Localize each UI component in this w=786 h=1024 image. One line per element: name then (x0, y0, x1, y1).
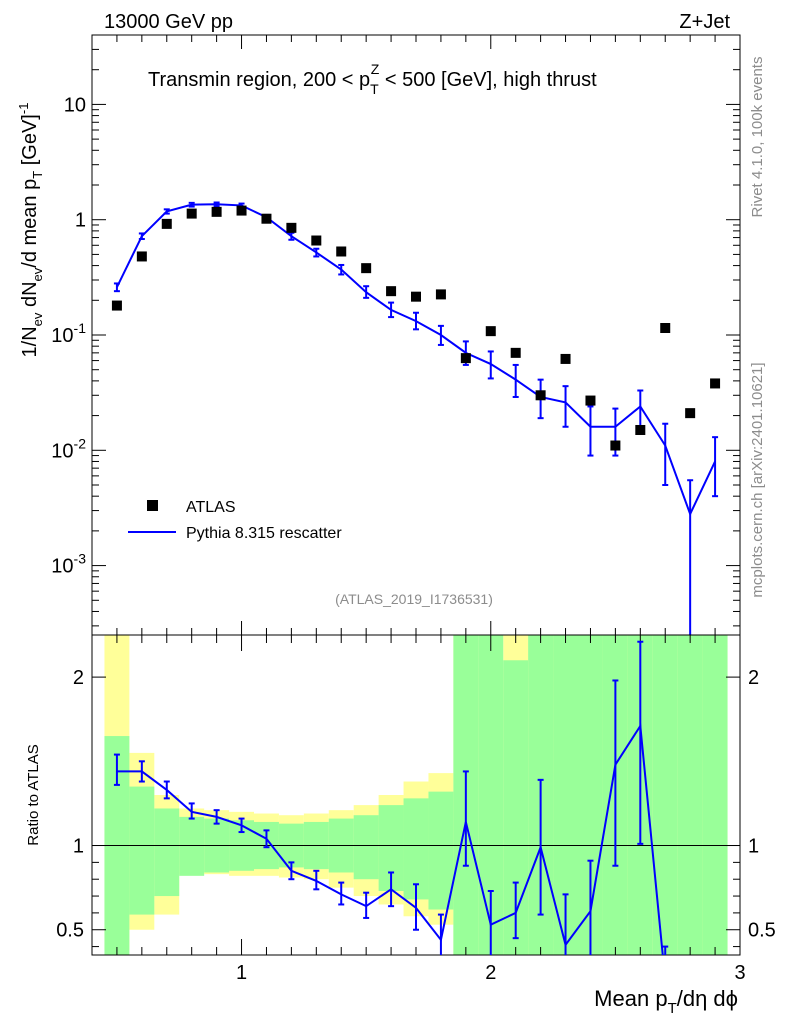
atlas-point (411, 291, 421, 302)
y-tick-label: 10-2 (51, 435, 86, 462)
x-tick-label: 1 (236, 962, 247, 984)
main-panel: 10-3 10-2 10-1 1 10 (51, 34, 741, 636)
atlas-point (535, 390, 546, 401)
ratio-inner-band (677, 635, 703, 955)
ratio-bands (104, 635, 728, 955)
mcplots-label: mcplots.cern.ch [arXiv:2401.10621] (749, 362, 766, 597)
ratio-inner-band (129, 786, 155, 915)
ratio-y-tick-label: 1 (73, 836, 84, 858)
atlas-point (286, 222, 297, 233)
atlas-point (211, 206, 222, 217)
ratio-y-tick-label: 2 (73, 667, 84, 689)
atlas-point (460, 353, 471, 364)
atlas-point (660, 323, 671, 334)
y-tick-label: 10-3 (51, 551, 86, 578)
energy-label: 13000 GeV pp (104, 11, 233, 33)
ratio-inner-band (702, 635, 728, 955)
ratio-y-tick-label: 0.5 (56, 920, 84, 942)
atlas-point (136, 251, 147, 262)
atlas-point (361, 263, 372, 274)
atlas-point (311, 235, 322, 246)
ratio-inner-band (403, 798, 429, 900)
legend: ATLAS Pythia 8.315 rescatter (128, 499, 342, 542)
legend-atlas-marker (147, 500, 158, 511)
atlas-point (485, 326, 496, 337)
analysis-watermark: (ATLAS_2019_I1736531) (335, 591, 493, 607)
atlas-point (111, 300, 122, 311)
ratio-y-tick-label-right: 1 (748, 836, 759, 858)
y-tick-label: 10-1 (51, 320, 86, 347)
ratio-inner-band (652, 635, 678, 955)
ratio-y-axis-label: Ratio to ATLAS (25, 744, 42, 845)
x-tick-label: 2 (485, 962, 496, 984)
ratio-data-layer (113, 640, 669, 955)
atlas-point (161, 218, 172, 229)
plot-title: Transmin region, 200 < pTZ < 500 [GeV], … (148, 61, 597, 97)
legend-atlas-label: ATLAS (186, 499, 236, 516)
atlas-point (510, 347, 521, 358)
ratio-y-tick-label-right: 0.5 (748, 920, 776, 942)
atlas-point (585, 395, 596, 406)
y-tick-label: 1 (75, 210, 86, 232)
atlas-point (685, 408, 696, 419)
ratio-inner-band (428, 791, 454, 910)
legend-pythia-label: Pythia 8.315 rescatter (186, 525, 342, 542)
ratio-inner-band (353, 815, 379, 880)
main-data-layer (111, 201, 721, 635)
atlas-point (560, 353, 571, 364)
atlas-point (236, 205, 247, 216)
main-frame (91, 34, 741, 636)
pythia-line (116, 203, 716, 517)
atlas-point (386, 286, 397, 297)
atlas-point (336, 246, 347, 257)
main-y-axis-label: 1/Nev dNev/d mean pT [GeV]-1 (16, 103, 45, 358)
x-axis-label: Mean pT/dη dϕ (594, 986, 738, 1017)
atlas-point (635, 424, 646, 435)
atlas-point (610, 440, 621, 451)
atlas-point (186, 208, 197, 219)
y-tick-label: 10 (64, 94, 86, 116)
ratio-panel: 0.5 0.5 1 1 2 2 1 2 3 (56, 634, 776, 984)
atlas-point (261, 213, 272, 224)
x-tick-label: 3 (734, 962, 745, 984)
rivet-version-label: Rivet 4.1.0, 100k events (749, 57, 766, 218)
ratio-y-tick-label-right: 2 (748, 667, 759, 689)
atlas-point (710, 378, 721, 389)
ratio-inner-band (179, 816, 205, 876)
ratio-inner-band (154, 808, 180, 897)
atlas-point (435, 289, 446, 300)
process-label: Z+Jet (679, 11, 730, 33)
